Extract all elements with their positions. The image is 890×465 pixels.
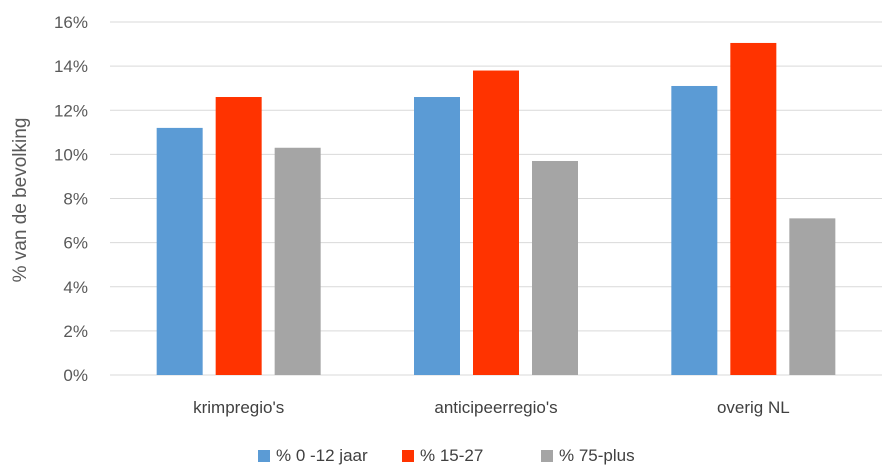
- legend-swatch: [258, 450, 270, 462]
- x-axis-categories: krimpregio's anticipeerregio's overig NL: [193, 398, 790, 417]
- y-axis-ticks: 0% 2% 4% 6% 8% 10% 12% 14% 16%: [54, 13, 88, 385]
- y-tick-label: 6%: [63, 234, 88, 253]
- bar: [274, 147, 321, 375]
- legend-label: % 15-27: [420, 446, 483, 465]
- y-tick-label: 0%: [63, 366, 88, 385]
- bar: [730, 42, 777, 375]
- legend-swatch: [402, 450, 414, 462]
- y-axis-title: % van de bevolking: [10, 118, 31, 283]
- legend-label: % 0 -12 jaar: [276, 446, 368, 465]
- bar: [532, 160, 578, 375]
- y-tick-label: 12%: [54, 101, 88, 120]
- bar: [414, 97, 460, 375]
- x-category-label: anticipeerregio's: [434, 398, 557, 417]
- y-tick-label: 10%: [54, 145, 88, 164]
- y-tick-label: 4%: [63, 278, 88, 297]
- bar: [156, 127, 203, 376]
- y-tick-label: 2%: [63, 322, 88, 341]
- x-category-label: overig NL: [717, 398, 790, 417]
- x-category-label: krimpregio's: [193, 398, 284, 417]
- y-tick-label: 16%: [54, 13, 88, 32]
- y-tick-label: 8%: [63, 190, 88, 209]
- bar: [215, 97, 262, 375]
- bars: [156, 42, 836, 376]
- bar: [671, 85, 718, 375]
- legend-swatch: [541, 450, 553, 462]
- bar: [473, 70, 519, 375]
- legend: % 0 -12 jaar % 15-27 % 75-plus: [258, 446, 635, 465]
- legend-label: % 75-plus: [559, 446, 635, 465]
- bar: [789, 218, 836, 375]
- y-tick-label: 14%: [54, 57, 88, 76]
